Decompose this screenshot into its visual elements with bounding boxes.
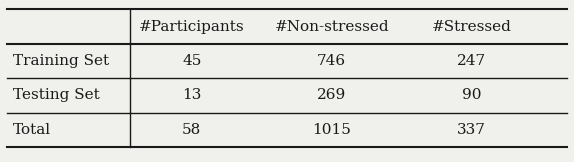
Text: 45: 45	[182, 54, 201, 68]
Text: #Stressed: #Stressed	[432, 20, 511, 34]
Text: Training Set: Training Set	[13, 54, 109, 68]
Text: #Non-stressed: #Non-stressed	[274, 20, 389, 34]
Text: 746: 746	[317, 54, 346, 68]
Text: Testing Set: Testing Set	[13, 88, 99, 102]
Text: #Participants: #Participants	[139, 20, 245, 34]
Text: 337: 337	[457, 123, 486, 137]
Text: 247: 247	[457, 54, 486, 68]
Text: 58: 58	[182, 123, 201, 137]
Text: 90: 90	[462, 88, 482, 102]
Text: 13: 13	[182, 88, 201, 102]
Text: Total: Total	[13, 123, 51, 137]
Text: 1015: 1015	[312, 123, 351, 137]
Text: 269: 269	[317, 88, 346, 102]
